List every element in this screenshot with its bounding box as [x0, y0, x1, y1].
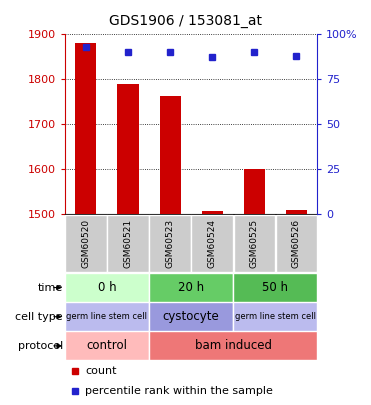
- Bar: [233, 273, 317, 302]
- Text: GDS1906 / 153081_at: GDS1906 / 153081_at: [109, 14, 262, 28]
- Text: GSM60520: GSM60520: [82, 219, 91, 268]
- Bar: [149, 331, 317, 360]
- Text: 0 h: 0 h: [98, 281, 116, 294]
- Bar: [149, 273, 233, 302]
- Bar: [65, 302, 149, 331]
- Bar: [107, 215, 149, 273]
- Text: percentile rank within the sample: percentile rank within the sample: [85, 386, 273, 396]
- Bar: [233, 302, 317, 331]
- Text: protocol: protocol: [18, 341, 63, 351]
- Bar: [191, 215, 233, 273]
- Bar: [65, 273, 149, 302]
- Text: GSM60523: GSM60523: [165, 219, 174, 268]
- Text: GSM60526: GSM60526: [292, 219, 301, 268]
- Bar: [118, 83, 138, 214]
- Bar: [150, 215, 191, 273]
- Text: germ line stem cell: germ line stem cell: [235, 312, 316, 321]
- Text: time: time: [38, 283, 63, 292]
- Bar: [160, 96, 181, 214]
- Text: cystocyte: cystocyte: [163, 310, 219, 323]
- Text: GSM60525: GSM60525: [250, 219, 259, 268]
- Text: germ line stem cell: germ line stem cell: [66, 312, 147, 321]
- Text: count: count: [85, 366, 116, 375]
- Text: 20 h: 20 h: [178, 281, 204, 294]
- Text: 50 h: 50 h: [262, 281, 288, 294]
- Bar: [75, 43, 96, 214]
- Bar: [233, 215, 275, 273]
- Text: bam induced: bam induced: [195, 339, 272, 352]
- Bar: [65, 331, 149, 360]
- Text: control: control: [86, 339, 128, 352]
- Bar: [244, 169, 265, 214]
- Bar: [65, 215, 106, 273]
- Bar: [201, 211, 223, 214]
- Text: GSM60524: GSM60524: [208, 219, 217, 268]
- Text: GSM60521: GSM60521: [124, 219, 132, 268]
- Bar: [276, 215, 317, 273]
- Bar: [149, 302, 233, 331]
- Text: cell type: cell type: [16, 312, 63, 322]
- Bar: [286, 210, 307, 214]
